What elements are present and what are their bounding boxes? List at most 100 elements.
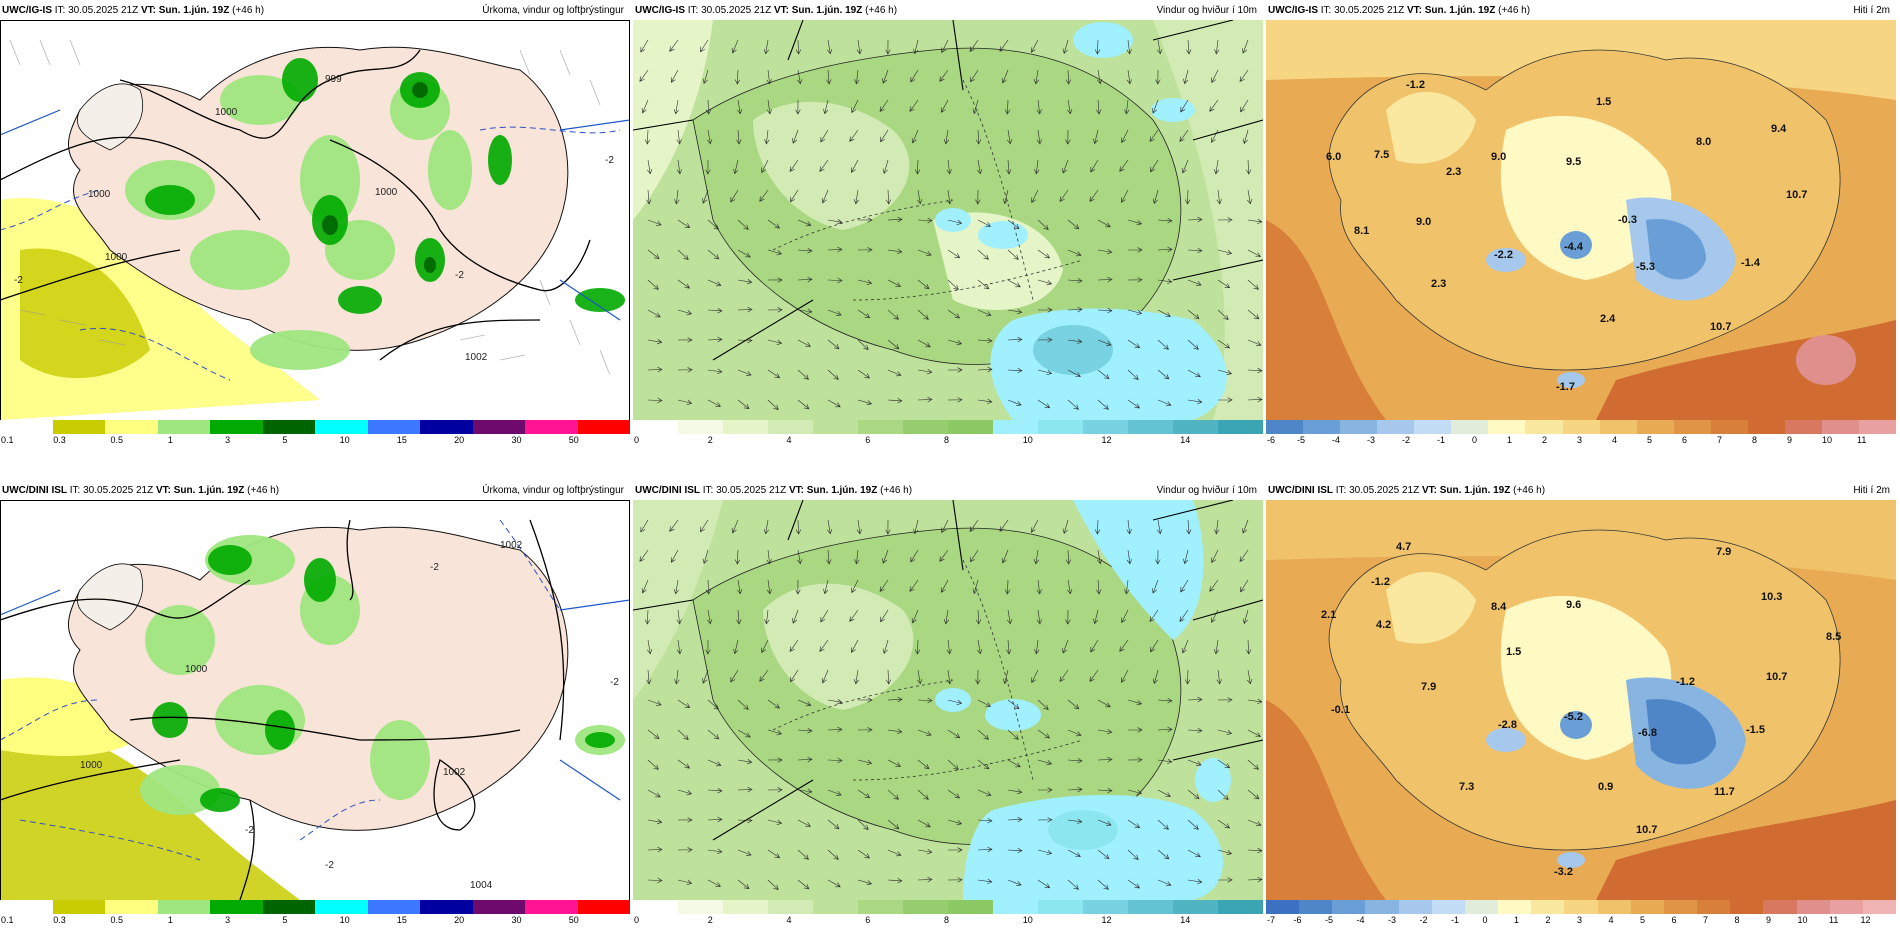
temperature-value: 10.7 <box>1766 671 1787 683</box>
colorbar-tick-label: 0.5 <box>110 435 124 445</box>
wind-arrow <box>737 758 753 765</box>
wind-arrow <box>1097 276 1113 283</box>
wind-arrow <box>1037 729 1050 739</box>
wind-map-panel-bottom: UWC/DINI ISL IT: 30.05.2025 21Z VT: Sun.… <box>633 480 1263 930</box>
wind-arrow <box>767 849 781 859</box>
wind-arrow <box>1067 338 1083 345</box>
wind-arrow <box>1094 519 1101 535</box>
wind-arrow <box>1007 729 1019 740</box>
it-label: IT: <box>687 5 699 16</box>
wind-arrow <box>1217 877 1233 883</box>
temperature-value: -5.3 <box>1636 261 1655 273</box>
init-time: 30.05.2025 21Z <box>68 5 139 16</box>
wind-arrow <box>797 339 811 347</box>
wind-arrow <box>763 39 770 55</box>
temperature-value: -1.2 <box>1676 676 1695 688</box>
wind-arrow <box>1187 339 1199 350</box>
wind-arrow <box>669 39 679 52</box>
wind-arrow <box>1036 609 1042 625</box>
wind-arrow <box>851 159 859 173</box>
colorbar-swatch <box>1597 900 1631 914</box>
wind-arrow <box>887 819 900 830</box>
colorbar-swatch <box>525 420 578 434</box>
wind-arrow <box>1067 369 1081 377</box>
wind-arrow <box>1004 579 1011 595</box>
wind-arrow <box>917 217 933 224</box>
colorbar-swatch <box>1451 420 1489 434</box>
temperature-value: -0.1 <box>1331 704 1350 716</box>
isobar-label: -2 <box>610 677 619 688</box>
colorbar-swatch <box>262 420 315 434</box>
wind-arrow <box>1157 819 1169 830</box>
wind-arrow <box>1247 396 1263 403</box>
wind-arrow <box>767 307 783 313</box>
colorbar-tick-label: 2 <box>1545 915 1551 925</box>
wind-arrow <box>1157 849 1170 860</box>
wind-arrow <box>1001 549 1009 564</box>
wind-arrow <box>677 817 693 823</box>
colorbar-swatch <box>420 900 473 914</box>
wind-arrow <box>646 669 652 685</box>
wind-arrow <box>707 848 723 854</box>
panel-header: UWC/DINI ISL IT: 30.05.2025 21Z VT: Sun.… <box>633 480 1263 500</box>
wind-arrow <box>792 129 799 144</box>
wind-arrow <box>943 609 950 625</box>
wind-arrow <box>737 306 753 313</box>
wind-arrow <box>941 519 949 534</box>
wind-arrow <box>916 669 923 685</box>
wind-arrow <box>647 366 663 373</box>
wind-arrow <box>1126 549 1132 565</box>
wind-arrow <box>1093 609 1099 625</box>
wind-arrow <box>917 759 930 770</box>
colorbar-tick-label: -5 <box>1325 915 1334 925</box>
wind-arrow <box>820 129 829 143</box>
wind-arrow <box>827 726 843 733</box>
colorbar-tick-label: 5 <box>282 915 288 925</box>
wind-arrow <box>819 639 829 652</box>
wind-arrow <box>887 279 901 287</box>
wind-arrow <box>1211 129 1219 143</box>
wind-arrow <box>882 159 889 175</box>
colorbar-tick-label: 8 <box>944 435 950 445</box>
wind-arrow <box>856 39 863 55</box>
wind-arrow <box>1247 729 1261 737</box>
colorbar-tick-label: 1 <box>1507 435 1513 445</box>
wind-arrow <box>887 728 903 734</box>
wind-arrow <box>1096 579 1102 595</box>
wind-arrow <box>677 729 689 740</box>
colorbar-swatch <box>1464 900 1499 914</box>
wind-arrow <box>707 729 720 740</box>
isobar-label: 1000 <box>105 252 128 263</box>
colorbar-swatch <box>105 900 158 914</box>
wind-arrow <box>1127 219 1143 226</box>
wind-arrow <box>820 609 829 623</box>
wind-arrow <box>766 579 773 595</box>
wind-arrow <box>821 189 829 204</box>
wind-arrow <box>677 309 693 316</box>
wind-arrow <box>851 99 859 114</box>
wind-arrow <box>917 309 929 320</box>
wind-arrow <box>1062 519 1069 535</box>
wind-arrow <box>882 549 889 564</box>
colorbar-swatch <box>1303 420 1341 434</box>
wind-arrow <box>700 39 709 53</box>
colorbar-swatch <box>1531 900 1565 914</box>
wind-arrow <box>880 129 889 143</box>
wind-arrow <box>767 879 779 890</box>
temperature-value: 7.9 <box>1716 546 1731 558</box>
wind-arrow <box>1157 399 1172 407</box>
colorbar-swatch <box>723 900 768 914</box>
wind-arrow <box>857 217 873 223</box>
wind-arrow <box>1006 609 1013 625</box>
temperature-colorbar <box>1266 420 1896 434</box>
wind-arrow <box>1031 669 1039 684</box>
wind-arrow <box>677 219 691 229</box>
colorbar-swatch <box>858 900 903 914</box>
wind-arrow <box>1062 39 1069 55</box>
colorbar-swatch <box>1630 900 1664 914</box>
valid-time: Sun. 1.jún. 19Z <box>158 5 230 16</box>
wind-arrow <box>1036 129 1042 145</box>
wind-arrow <box>827 369 839 380</box>
wind-arrow <box>677 759 690 769</box>
wind-arrow <box>947 877 963 883</box>
